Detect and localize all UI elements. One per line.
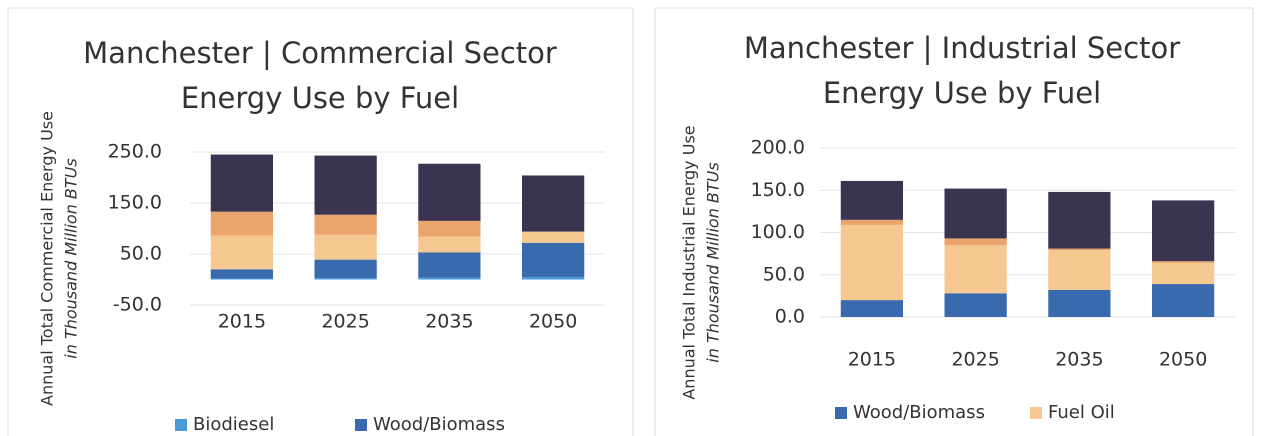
- bar-segment: [418, 163, 481, 221]
- bar-segment: [314, 259, 377, 278]
- bar-segment: [840, 219, 903, 225]
- y-axis-label: in Thousand Million BTUs: [704, 162, 723, 362]
- bar-segment: [210, 235, 273, 270]
- y-tick-label: 250.0: [108, 141, 162, 163]
- bar-segment: [840, 300, 903, 317]
- legend-label: Fuel Oil: [1048, 402, 1115, 423]
- chart-title: Manchester | Industrial Sector: [744, 31, 1180, 65]
- x-tick-label: 2015: [218, 311, 266, 333]
- legend-swatch: [835, 407, 847, 419]
- bar-segment: [522, 276, 585, 280]
- y-tick-label: 150.0: [108, 192, 162, 214]
- legend-label: Wood/Biomass: [373, 414, 505, 435]
- bar-segment: [1152, 261, 1215, 263]
- bar-segment: [840, 180, 903, 220]
- legend-swatch: [175, 419, 187, 431]
- y-tick-label: 0.0: [775, 306, 805, 328]
- x-tick-label: 2050: [1159, 349, 1207, 371]
- bar-segment: [522, 175, 585, 232]
- bar-segment: [1152, 200, 1215, 262]
- legend-swatch: [355, 419, 367, 431]
- bar-segment: [522, 242, 585, 277]
- bar-segment: [1152, 284, 1215, 317]
- bar-segment: [314, 234, 377, 260]
- chart-title: Energy Use by Fuel: [823, 76, 1101, 110]
- bar-segment: [944, 293, 1007, 317]
- bar-segment: [314, 214, 377, 235]
- bar-segment: [314, 155, 377, 215]
- y-tick-label: 200.0: [751, 137, 805, 159]
- legend-label: Wood/Biomass: [853, 402, 985, 423]
- bar-segment: [522, 231, 585, 243]
- chart-title: Energy Use by Fuel: [181, 81, 459, 115]
- y-axis-label: Annual Total Commercial Energy Use: [38, 111, 57, 406]
- bar-segment: [210, 269, 273, 279]
- bar-segment: [314, 277, 377, 280]
- panel-border: [654, 7, 1254, 436]
- bar-segment: [1048, 191, 1111, 249]
- y-tick-label: -50.0: [113, 294, 162, 316]
- x-tick-label: 2050: [529, 311, 577, 333]
- bar-segment: [944, 245, 1007, 294]
- bar-segment: [1152, 262, 1215, 285]
- legend-swatch: [1030, 407, 1042, 419]
- bar-segment: [418, 277, 481, 280]
- bar-segment: [1048, 289, 1111, 317]
- x-tick-label: 2015: [848, 349, 896, 371]
- bar-segment: [1048, 248, 1111, 251]
- bar-segment: [210, 154, 273, 212]
- y-tick-label: 150.0: [751, 179, 805, 201]
- bar-segment: [840, 224, 903, 301]
- x-tick-label: 2035: [1055, 349, 1103, 371]
- y-axis-label: in Thousand Million BTUs: [62, 158, 81, 358]
- x-tick-label: 2035: [425, 311, 473, 333]
- bar-segment: [944, 238, 1007, 246]
- bar-segment: [418, 236, 481, 253]
- bar-segment: [1048, 250, 1111, 290]
- y-tick-label: 100.0: [751, 221, 805, 243]
- chart-title: Manchester | Commercial Sector: [83, 36, 557, 70]
- y-tick-label: 50.0: [120, 243, 162, 265]
- bar-segment: [418, 252, 481, 278]
- bar-segment: [210, 211, 273, 236]
- y-tick-label: 50.0: [763, 263, 805, 285]
- x-tick-label: 2025: [951, 349, 999, 371]
- y-axis-label: Annual Total Industrial Energy Use: [680, 125, 699, 399]
- x-tick-label: 2025: [321, 311, 369, 333]
- bar-segment: [944, 188, 1007, 239]
- bar-segment: [418, 220, 481, 237]
- panel-border: [7, 7, 634, 436]
- bar-segment: [210, 278, 273, 280]
- legend-label: Biodiesel: [193, 414, 274, 435]
